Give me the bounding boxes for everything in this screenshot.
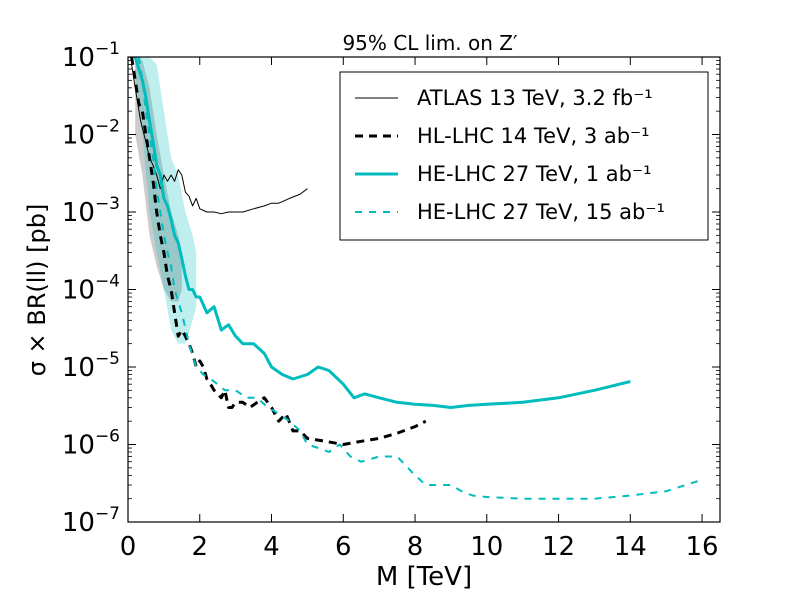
x-tick-label: 16 (686, 532, 719, 562)
legend-entry-label-1: HL-LHC 14 TeV, 3 ab⁻¹ (417, 124, 650, 148)
y-tick-label: 10−1 (62, 39, 120, 73)
series-line-1 (130, 57, 427, 446)
y-axis-label: σ × BR(ll) [pb] (23, 204, 51, 377)
x-tick-label: 10 (470, 532, 503, 562)
y-tick-label: 10−6 (62, 427, 120, 461)
x-tick-label: 0 (120, 532, 137, 562)
legend: ATLAS 13 TeV, 3.2 fb⁻¹ HL-LHC 14 TeV, 3 a… (339, 71, 709, 241)
x-tick-label: 12 (542, 532, 575, 562)
x-axis-label: M [TeV] (376, 562, 472, 592)
x-tick-label: 2 (191, 532, 208, 562)
series-lines (130, 57, 703, 500)
legend-entry-label-2: HE-LHC 27 TeV, 1 ab⁻¹ (417, 162, 652, 186)
series-line-2 (133, 57, 631, 409)
y-tick-label: 10−5 (62, 349, 120, 383)
series-line-0 (131, 64, 308, 215)
x-tick-label: 14 (614, 532, 647, 562)
y-tick-label: 10−7 (62, 504, 120, 538)
chart-title: 95% CL lim. on Z′ (342, 31, 518, 55)
x-tick-label: 4 (263, 532, 280, 562)
x-tick-label: 6 (335, 532, 352, 562)
y-tick-label: 10−4 (62, 272, 120, 306)
y-tick-label: 10−2 (62, 117, 120, 151)
axis-ticks: 0 2 4 6 8 10 12 14 16 10−7 10−6 10−5 10−4 10−3 10−2 10−… (62, 39, 720, 562)
y-tick-label: 10−3 (62, 194, 120, 228)
x-tick-label: 8 (407, 532, 424, 562)
legend-entry-label-3: HE-LHC 27 TeV, 15 ab⁻¹ (417, 200, 665, 224)
legend-entry-label-0: ATLAS 13 TeV, 3.2 fb⁻¹ (417, 86, 653, 110)
legend-box (339, 71, 709, 241)
